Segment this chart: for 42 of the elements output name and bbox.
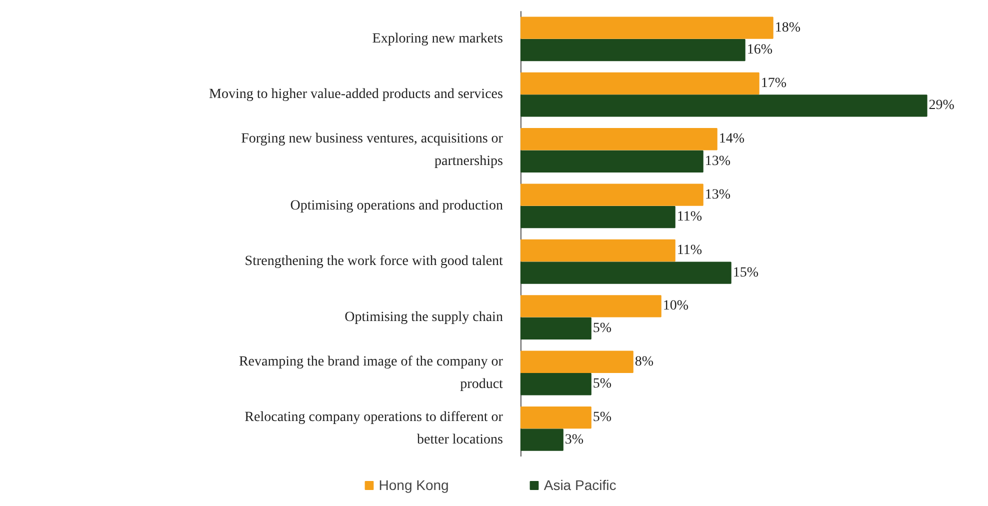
bar — [520, 128, 718, 150]
y-tick-label: Relocating company operations to different or better locations — [244, 410, 504, 448]
bar — [520, 262, 732, 284]
data-label: 18% — [774, 20, 801, 36]
data-label: 29% — [928, 98, 955, 114]
bar — [520, 94, 928, 117]
data-label: 11% — [676, 243, 702, 258]
y-tick-label: Exploring new markets — [372, 31, 503, 46]
y-tick-label: Optimising operations and production — [290, 198, 503, 214]
bar — [520, 72, 760, 95]
bar — [520, 184, 704, 206]
data-label: 5% — [592, 410, 612, 426]
legend-label: Hong Kong — [378, 477, 449, 493]
y-tick-label: Forging new business ventures, acquisitions or partnerships — [241, 132, 504, 170]
bar — [520, 317, 592, 340]
bar — [520, 428, 564, 451]
data-label: 16% — [746, 42, 773, 58]
data-label: 15% — [732, 265, 759, 280]
data-label: 11% — [676, 210, 702, 225]
data-label: 5% — [592, 376, 612, 392]
bar — [520, 38, 746, 62]
bar — [520, 16, 774, 39]
y-tick-label: Revamping the brand image of the company or product — [238, 354, 504, 392]
data-label: 5% — [592, 320, 612, 336]
data-label: 13% — [704, 187, 731, 202]
data-label: 3% — [564, 432, 584, 448]
data-label: 13% — [704, 154, 731, 169]
bar — [520, 239, 676, 262]
data-label: 17% — [760, 76, 787, 91]
data-label: 8% — [634, 354, 654, 370]
bar — [520, 150, 704, 172]
data-label: 14% — [718, 132, 745, 147]
bar — [520, 350, 634, 373]
data-label: 10% — [662, 298, 689, 314]
bar — [520, 206, 676, 228]
y-tick-label: Strengthening the work force with good talent — [244, 254, 504, 270]
bar — [520, 406, 592, 429]
y-tick-label: Optimising the supply chain — [344, 310, 503, 325]
bar — [520, 295, 662, 318]
y-tick-label: Moving to higher value-added products and services — [209, 87, 503, 102]
bar — [520, 373, 592, 396]
legend-label: Asia Pacific — [544, 477, 616, 493]
